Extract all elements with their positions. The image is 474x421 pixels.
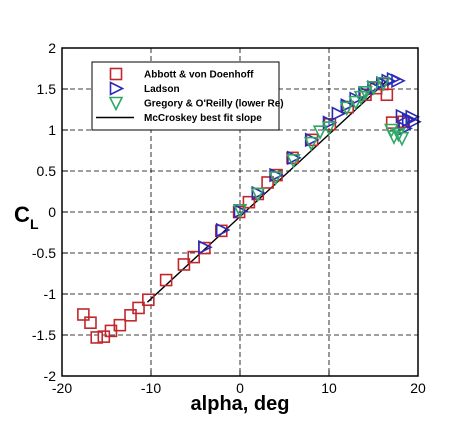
y-tick-label: -1: [44, 286, 57, 302]
data-point: [405, 109, 421, 125]
x-tick-labels: -20 -10 0 10 20: [52, 370, 426, 396]
data-markers: [77, 71, 422, 344]
data-point: [391, 73, 406, 89]
data-point: [215, 222, 231, 238]
x-tick-label: 10: [321, 380, 337, 396]
y-tick-label: 0.5: [37, 163, 57, 179]
legend-entry-label: Gregory & O'Reilly (lower Re): [144, 99, 284, 110]
data-point: [391, 127, 406, 143]
y-axis-title-subscript: L: [30, 216, 39, 232]
data-point: [268, 171, 283, 186]
data-point: [90, 331, 104, 344]
data-point: [407, 114, 422, 130]
data-point: [348, 95, 363, 111]
y-tick-label: 1.5: [37, 81, 57, 97]
x-tick-label: 0: [236, 380, 244, 396]
legend-marker-swatch: [109, 81, 125, 96]
legend: Abbott & von Doenhoff Ladson Gregory & O'R…: [91, 61, 284, 131]
y-tick-label: -2: [44, 368, 57, 384]
x-tick-label: -20: [52, 380, 72, 396]
fit-line: [146, 80, 388, 303]
data-point: [124, 309, 137, 322]
y-axis-title-main: C: [14, 202, 30, 227]
fit-line-layer: [146, 80, 388, 303]
x-tick-label: 20: [410, 380, 426, 396]
y-tick-label: 2: [48, 40, 56, 56]
y-tick-label: 1: [48, 122, 56, 138]
data-point: [303, 136, 319, 152]
data-point: [198, 239, 213, 255]
data-point: [142, 293, 155, 307]
legend-marker-swatch: [108, 96, 124, 112]
y-axis-title: C L: [14, 202, 39, 232]
legend-entry-label: Ladson: [144, 84, 180, 95]
data-point: [358, 85, 373, 101]
data-point: [353, 90, 369, 106]
data-point: [159, 273, 173, 287]
legend-entry-label: Abbott & von Doenhoff: [144, 70, 254, 81]
data-point: [242, 195, 256, 209]
data-point: [331, 106, 347, 121]
data-point: [286, 154, 301, 169]
data-point: [375, 76, 391, 92]
data-point: [113, 318, 127, 332]
data-point: [132, 301, 145, 315]
y-tick-label: -1.5: [32, 327, 56, 343]
data-point: [261, 176, 274, 189]
data-point: [177, 258, 191, 271]
x-axis-title: alpha, deg: [191, 393, 290, 415]
legend-box: [91, 61, 280, 131]
data-point: [366, 81, 381, 96]
legend-marker-swatch: [109, 67, 123, 81]
data-point: [394, 131, 410, 147]
data-point: [251, 185, 267, 201]
data-point: [232, 204, 248, 219]
data-point: [187, 250, 201, 264]
legend-entry-label: McCroskey best fit slope: [144, 113, 262, 124]
data-point: [321, 121, 337, 136]
y-tick-label: -0.5: [32, 245, 56, 261]
y-tick-label: 0: [48, 204, 56, 220]
data-point: [312, 125, 328, 140]
y-tick-labels: -2 -1.5 -1 -0.5 0 0.5 1 1.5 2: [32, 40, 68, 384]
data-point: [250, 187, 266, 203]
x-tick-label: -10: [141, 380, 161, 396]
data-point: [77, 308, 90, 321]
data-point: [84, 316, 97, 330]
data-point: [339, 101, 355, 117]
data-point: [380, 88, 394, 102]
